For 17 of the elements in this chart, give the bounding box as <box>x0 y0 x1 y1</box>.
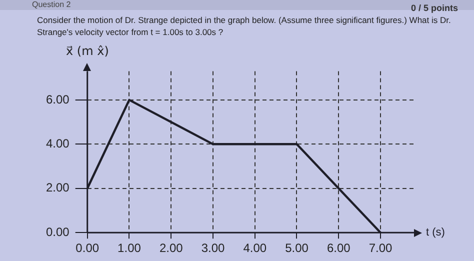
x-tick-label: 6.00 <box>326 241 351 256</box>
x-tick-label: 1.00 <box>118 241 142 256</box>
x-tick-label: 2.00 <box>159 241 184 256</box>
x-tick-label: 5.00 <box>285 241 309 256</box>
x-tick-label: 3.00 <box>201 241 225 256</box>
y-tick-label: 0.00 <box>46 224 70 239</box>
x-tick-label: 7.00 <box>368 241 392 256</box>
x-tick-label: 4.00 <box>243 241 267 256</box>
y-axis-title: x⃗ (m x̂) <box>66 44 109 58</box>
y-tick-label: 4.00 <box>46 136 70 150</box>
text: 0 / 5 points <box>410 3 458 13</box>
chart-title: Consider the motion of Dr. Strange depicted in the graph below. (Assume three significant figures.) What is Dr. Strange's velocity vector from t = 1.00s to 3.00s ? <box>37 14 452 38</box>
text: Question 2 <box>32 0 71 9</box>
y-tick-label: 2.00 <box>46 180 70 195</box>
y-tick-label: 6.00 <box>46 92 70 106</box>
x-tick-label: 0.00 <box>76 241 100 256</box>
x-axis-title: t (s) <box>426 226 445 239</box>
